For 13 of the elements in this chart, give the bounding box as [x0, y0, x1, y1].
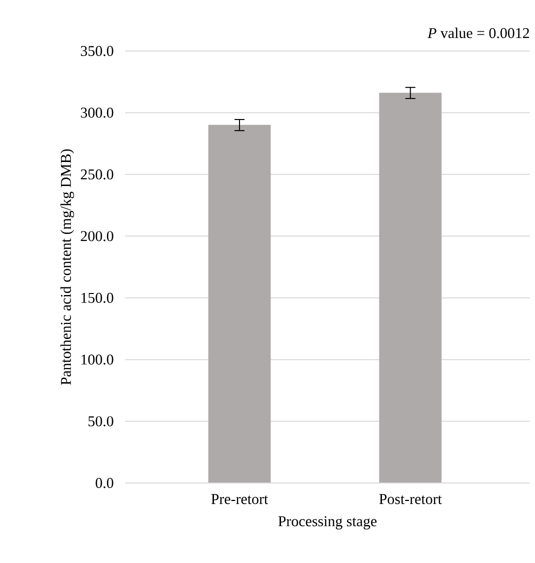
- x-tick-label: Pre-retort: [211, 494, 268, 504]
- y-tick-label: 250.0: [80, 169, 114, 180]
- y-tick-label: 50.0: [88, 416, 114, 426]
- y-tick-label: 350.0: [80, 46, 114, 56]
- y-axis-title: Pantothenic acid content (mg/kg DMB): [60, 149, 74, 385]
- y-tick-label: 150.0: [82, 292, 114, 303]
- y-tick-label: 300.0: [80, 108, 114, 118]
- text: P value = 0.0012: [428, 28, 529, 38]
- x-tick-label: Post-retort: [379, 494, 442, 504]
- y-tick-label: 0.0: [96, 478, 114, 488]
- x-axis-title: Processing stage: [278, 516, 377, 530]
- y-tick-label: 100.0: [82, 354, 114, 365]
- y-tick-label: 200.0: [80, 231, 114, 242]
